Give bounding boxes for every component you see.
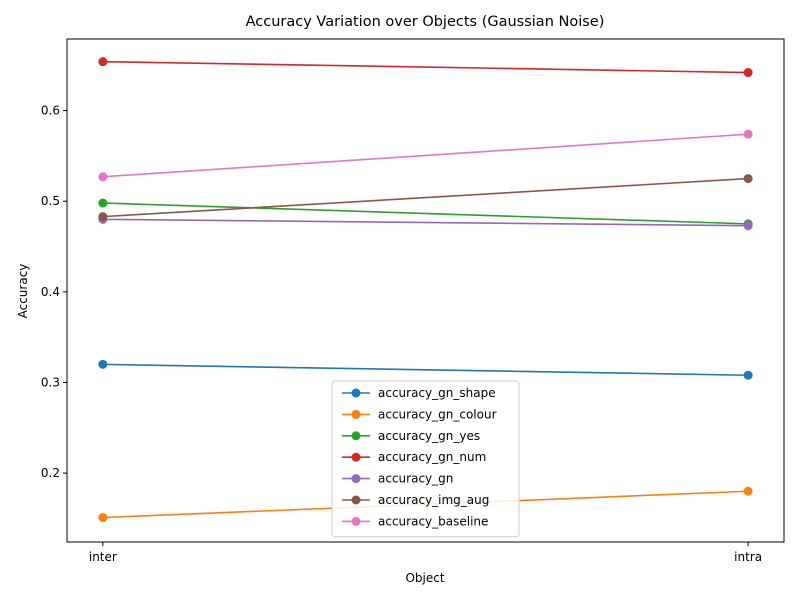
legend-marker — [351, 495, 361, 505]
legend-label: accuracy_gn_yes — [378, 429, 480, 443]
data-point — [743, 486, 753, 496]
data-point — [98, 57, 108, 67]
legend-label: accuracy_baseline — [378, 514, 488, 528]
y-axis-label: Accuracy — [16, 264, 30, 319]
legend-marker — [351, 474, 361, 484]
data-point — [743, 68, 753, 78]
x-axis-label: Object — [405, 571, 444, 585]
legend-marker — [351, 409, 361, 419]
x-tick-label: intra — [734, 550, 762, 564]
legend-marker — [351, 431, 361, 441]
data-point — [98, 359, 108, 369]
legend: accuracy_gn_shape accuracy_gn_colouraccur… — [331, 380, 520, 538]
data-point — [743, 370, 753, 380]
legend-label: accuracy_img_aug — [378, 493, 489, 507]
axes: 0.2 0.3 0.4 0.5 0.6 inter intra — [41, 38, 785, 564]
y-tick-label: 0.5 — [41, 194, 60, 208]
legend-label: accuracy_gn_num — [378, 450, 486, 464]
data-point — [98, 212, 108, 222]
x-tick-label: inter — [89, 550, 117, 564]
legend-marker — [351, 452, 361, 462]
series-line — [102, 363, 749, 377]
data-point — [743, 221, 753, 231]
data-point — [743, 174, 753, 184]
data-point — [743, 129, 753, 139]
y-tick-label: 0.2 — [41, 466, 60, 480]
data-point — [98, 198, 108, 208]
data-point — [98, 172, 108, 182]
legend-marker — [351, 516, 361, 526]
series-layer — [98, 57, 753, 523]
legend-label: accuracy_gn — [378, 472, 453, 486]
data-point — [98, 513, 108, 523]
chart-title: Accuracy Variation over Objects (Gaussia… — [246, 14, 605, 30]
series-line — [102, 60, 749, 74]
series-line — [102, 133, 749, 178]
legend-label: accuracy_gn_colour — [378, 407, 497, 421]
legend-box — [331, 380, 520, 538]
series-line — [102, 177, 749, 218]
y-tick-label: 0.6 — [41, 104, 60, 118]
y-tick-label: 0.3 — [41, 375, 60, 389]
y-tick-label: 0.4 — [41, 285, 60, 299]
series-line — [102, 218, 749, 227]
plot-frame — [66, 38, 785, 543]
legend-label: accuracy_gn_shape — [378, 386, 496, 400]
series-line — [102, 202, 749, 225]
legend-marker — [351, 388, 361, 398]
